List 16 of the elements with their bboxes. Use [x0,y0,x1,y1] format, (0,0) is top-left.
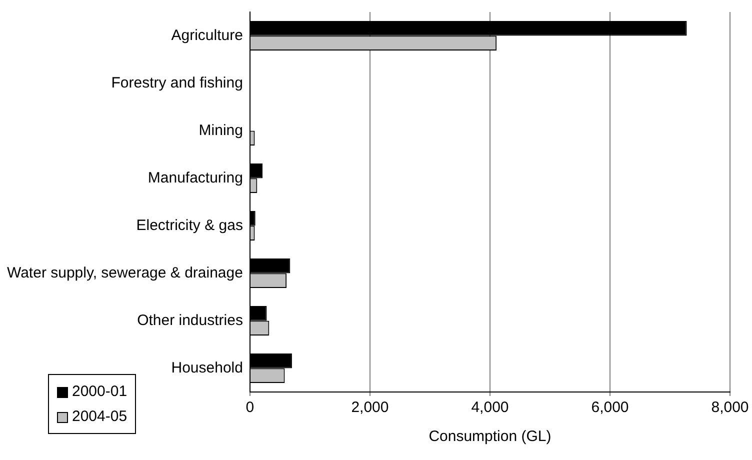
x-tick-label: 0 [246,399,254,416]
y-tick-label: Agriculture [171,26,243,44]
legend-label: 2004-05 [71,407,128,427]
y-tick-label: Electricity & gas [136,216,243,234]
x-tick-label: 4,000 [471,399,509,416]
y-tick-label: Manufacturing [148,169,243,186]
y-tick-label: Household [171,359,243,376]
y-tick-label: Forestry and fishing [111,74,243,92]
x-tick-label: 2,000 [351,399,389,416]
y-tick-label: Other industries [137,312,243,329]
x-tick-label: 8,000 [711,399,749,416]
x-tick-label: 6,000 [591,399,629,416]
y-tick-label: Mining [198,122,243,139]
legend-label: 2000-01 [71,382,128,402]
x-axis-title: Consumption (GL) [428,428,552,446]
y-tick-label: Water supply, sewerage & drainage [6,264,243,282]
